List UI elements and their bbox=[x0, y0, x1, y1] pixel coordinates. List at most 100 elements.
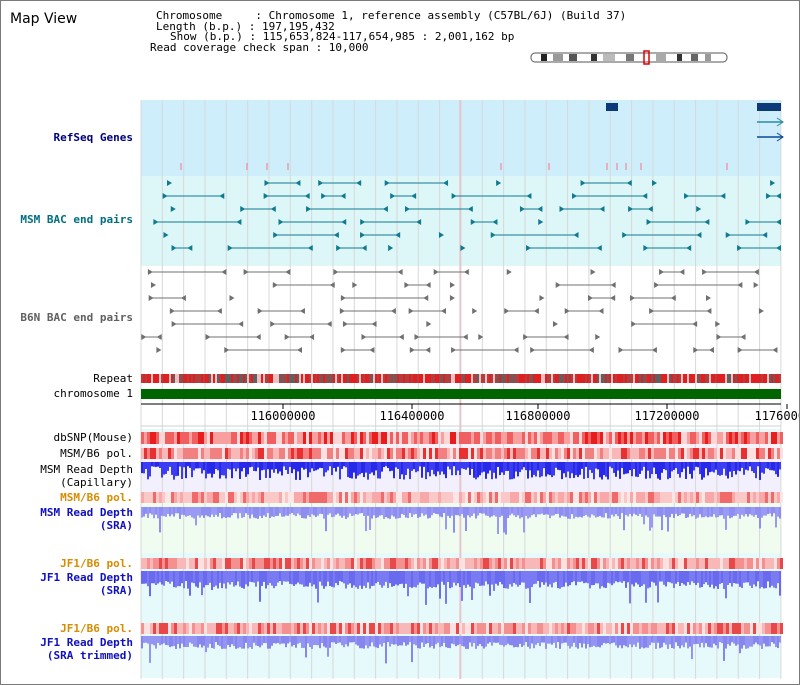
msm-bac-label[interactable]: MSM BAC end pairs bbox=[20, 213, 133, 226]
heat-cell bbox=[354, 432, 357, 444]
depth-bar bbox=[167, 462, 169, 471]
heat-cell bbox=[708, 558, 711, 569]
depth-bar bbox=[323, 636, 325, 647]
heat-cell bbox=[243, 558, 246, 569]
b6n-bac-label[interactable]: B6N BAC end pairs bbox=[20, 311, 133, 324]
depth-bar bbox=[403, 571, 405, 588]
depth-bar bbox=[593, 636, 595, 646]
repeat-segment bbox=[631, 374, 633, 383]
depth-bar bbox=[377, 636, 379, 649]
heat-cell bbox=[225, 492, 228, 503]
depth-bar bbox=[701, 636, 703, 643]
depth-bar bbox=[691, 507, 693, 517]
heat-cell bbox=[693, 432, 696, 444]
heat-cell bbox=[693, 492, 696, 503]
heat-cell bbox=[369, 558, 372, 569]
heat-cell bbox=[780, 448, 783, 459]
depth-bar bbox=[653, 636, 655, 643]
depth-bar bbox=[619, 571, 621, 582]
bac-end-marker bbox=[342, 321, 348, 327]
depth-bar bbox=[509, 462, 511, 480]
heat-cell bbox=[213, 623, 216, 634]
depth-bar bbox=[305, 462, 307, 469]
depth-bar bbox=[241, 636, 243, 649]
depth-bar bbox=[713, 507, 715, 515]
depth-bar bbox=[539, 462, 541, 478]
repeat-segment bbox=[659, 374, 661, 383]
heat-cell bbox=[279, 448, 282, 459]
heat-cell bbox=[222, 432, 225, 444]
heat-cell bbox=[735, 448, 738, 459]
heat-cell bbox=[660, 492, 663, 503]
bac-end-marker bbox=[462, 334, 468, 340]
depth-bar bbox=[571, 571, 573, 583]
heat-cell bbox=[654, 558, 657, 569]
refseq-label[interactable]: RefSeq Genes bbox=[53, 131, 133, 144]
depth-bar bbox=[675, 571, 677, 584]
depth-bar bbox=[263, 636, 265, 643]
heat-cell bbox=[351, 492, 354, 503]
depth-bar bbox=[363, 636, 365, 649]
heat-cell bbox=[360, 432, 363, 444]
heat-cell bbox=[210, 432, 213, 444]
depth-bar bbox=[547, 507, 549, 515]
depth-bar bbox=[541, 462, 543, 477]
depth-bar bbox=[373, 571, 375, 586]
bac-end-marker bbox=[460, 245, 466, 251]
heat-cell bbox=[180, 623, 183, 634]
heat-cell bbox=[774, 432, 777, 444]
heat-cell bbox=[765, 448, 768, 459]
heat-cell bbox=[396, 558, 399, 569]
depth-bar bbox=[745, 571, 747, 583]
repeat-segment bbox=[151, 374, 153, 383]
depth-bar bbox=[615, 462, 617, 477]
depth-bar bbox=[621, 462, 623, 469]
heat-cell bbox=[534, 623, 537, 634]
depth-bar bbox=[415, 507, 417, 514]
heat-cell bbox=[177, 432, 180, 444]
depth-bar bbox=[547, 636, 549, 644]
depth-bar bbox=[261, 507, 263, 518]
bac-end-marker bbox=[361, 245, 367, 251]
depth-bar bbox=[495, 636, 497, 643]
heat-cell bbox=[723, 492, 726, 503]
depth-bar bbox=[195, 636, 197, 647]
depth-bar bbox=[275, 507, 277, 516]
repeat-segment bbox=[199, 374, 201, 383]
depth-bar bbox=[743, 636, 745, 646]
repeat-segment bbox=[265, 374, 267, 383]
depth-bar bbox=[413, 507, 415, 515]
depth-bar bbox=[153, 462, 155, 467]
depth-bar bbox=[501, 571, 503, 585]
heat-cell bbox=[393, 492, 396, 503]
depth-bar bbox=[287, 462, 289, 474]
depth-bar bbox=[385, 462, 387, 467]
depth-bar bbox=[309, 462, 311, 473]
depth-bar bbox=[635, 507, 637, 515]
depth-bar bbox=[331, 462, 333, 476]
repeat-segment bbox=[357, 374, 359, 383]
depth-bar bbox=[631, 462, 633, 477]
depth-bar bbox=[357, 636, 359, 646]
depth-bar bbox=[487, 507, 489, 516]
heat-cell bbox=[603, 448, 606, 459]
bac-end-marker bbox=[737, 347, 743, 353]
heat-cell bbox=[723, 432, 726, 444]
depth-bar bbox=[591, 571, 593, 586]
depth-bar bbox=[427, 636, 429, 643]
repeat-segment bbox=[201, 374, 203, 383]
heat-cell bbox=[513, 448, 516, 459]
heat-cell bbox=[252, 432, 255, 444]
depth-bar bbox=[209, 636, 211, 644]
heat-cell bbox=[210, 623, 213, 634]
heat-cell bbox=[330, 623, 333, 634]
heat-cell bbox=[267, 623, 270, 634]
ideogram-band bbox=[569, 54, 577, 61]
depth-bar bbox=[351, 571, 353, 588]
heat-cell bbox=[141, 448, 144, 459]
heat-cell bbox=[216, 432, 219, 444]
heat-cell bbox=[456, 432, 459, 444]
depth-bar bbox=[245, 571, 247, 585]
depth-bar bbox=[403, 507, 405, 515]
